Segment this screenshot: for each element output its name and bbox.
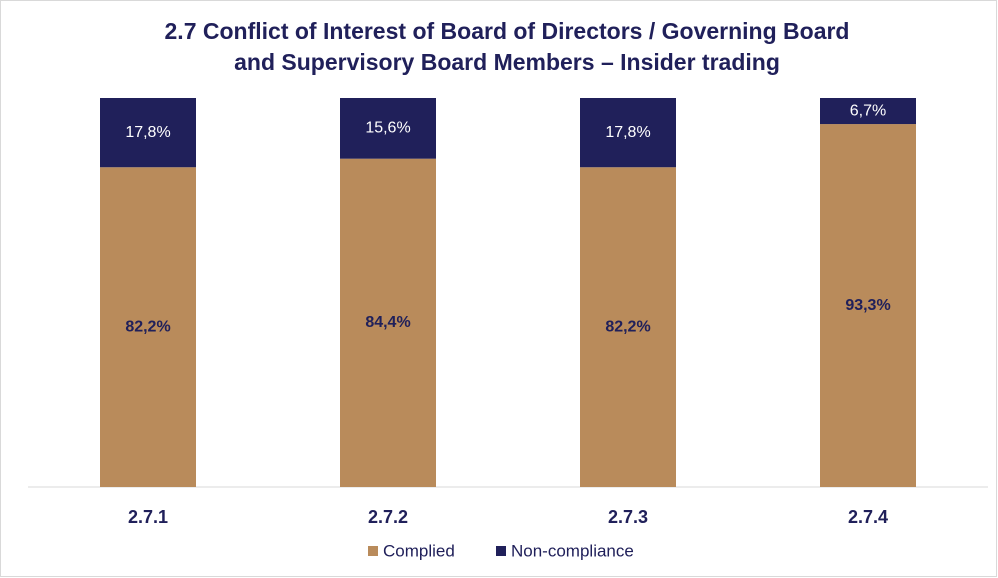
chart-title: and Supervisory Board Members – Insider … bbox=[234, 49, 780, 75]
data-label: 15,6% bbox=[365, 120, 410, 137]
data-label: 82,2% bbox=[605, 318, 650, 335]
data-label: 17,8% bbox=[605, 124, 650, 141]
bar-segment bbox=[340, 158, 436, 487]
chart-title: 2.7 Conflict of Interest of Board of Dir… bbox=[165, 18, 850, 44]
x-tick-label: 2.7.3 bbox=[608, 507, 648, 527]
legend-swatch bbox=[496, 546, 506, 556]
data-label: 82,2% bbox=[125, 318, 170, 335]
x-tick-label: 2.7.2 bbox=[368, 507, 408, 527]
x-tick-label: 2.7.1 bbox=[128, 507, 168, 527]
x-tick-label: 2.7.4 bbox=[848, 507, 888, 527]
legend-label: Non-compliance bbox=[511, 541, 634, 560]
bar-segment bbox=[820, 98, 916, 125]
legend-label: Complied bbox=[383, 541, 455, 560]
bar-segment bbox=[100, 98, 196, 168]
bar-segment bbox=[580, 98, 676, 168]
bar-segment bbox=[580, 167, 676, 487]
data-label: 6,7% bbox=[850, 102, 886, 119]
legend-swatch bbox=[368, 546, 378, 556]
bar-segment bbox=[820, 124, 916, 488]
bar-segment bbox=[340, 98, 436, 159]
data-label: 93,3% bbox=[845, 297, 890, 314]
data-label: 17,8% bbox=[125, 124, 170, 141]
data-label: 84,4% bbox=[365, 314, 410, 331]
bar-segment bbox=[100, 167, 196, 487]
